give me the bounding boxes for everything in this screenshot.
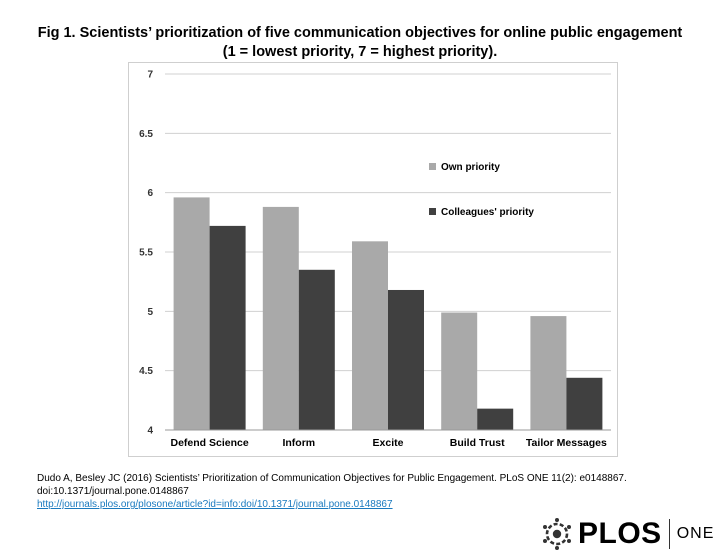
y-tick-label: 4.5 bbox=[139, 366, 153, 377]
plos-one-logo: PLOS ONE bbox=[540, 517, 715, 551]
x-tick-label: Defend Science bbox=[170, 437, 248, 449]
chart-frame: 44.555.566.57Prioritization of communica… bbox=[128, 62, 618, 457]
bar-colleagues bbox=[298, 269, 335, 430]
figure-title-line-1: Fig 1. Scientists’ prioritization of fiv… bbox=[37, 25, 683, 41]
bar-colleagues bbox=[477, 408, 514, 430]
y-tick-label: 4 bbox=[147, 426, 153, 437]
y-tick-label: 7 bbox=[147, 70, 153, 81]
bar-own bbox=[262, 206, 299, 430]
legend-label: Own priority bbox=[441, 162, 500, 173]
logo-subtitle: ONE bbox=[676, 525, 715, 542]
figure-title: Fig 1. Scientists’ prioritization of fiv… bbox=[0, 24, 720, 62]
bar-own bbox=[352, 241, 388, 430]
legend-label: Colleagues' priority bbox=[441, 207, 534, 218]
x-tick-label: Tailor Messages bbox=[526, 437, 607, 449]
legend-swatch bbox=[429, 208, 436, 215]
y-tick-label: 5 bbox=[147, 307, 153, 318]
bar-colleagues bbox=[566, 377, 603, 430]
logo-wordmark: PLOS bbox=[578, 517, 662, 550]
citation: Dudo A, Besley JC (2016) Scientists’ Pri… bbox=[37, 472, 687, 511]
x-tick-label: Excite bbox=[373, 437, 404, 449]
y-tick-label: 6.5 bbox=[139, 129, 153, 140]
legend-swatch bbox=[429, 163, 436, 170]
x-tick-label: Inform bbox=[282, 437, 315, 449]
bar-chart: 44.555.566.57Prioritization of communica… bbox=[139, 70, 611, 449]
bar-own bbox=[441, 312, 478, 430]
bar-colleagues bbox=[388, 289, 424, 430]
logo-divider bbox=[668, 519, 670, 549]
y-tick-label: 6 bbox=[147, 188, 153, 199]
bar-colleagues bbox=[209, 225, 246, 430]
bar-own bbox=[173, 197, 210, 430]
x-tick-label: Build Trust bbox=[450, 437, 505, 449]
figure-title-line-2: (1 = lowest priority, 7 = highest priori… bbox=[222, 44, 498, 60]
bar-own bbox=[530, 316, 567, 430]
plos-logo-icon bbox=[543, 518, 571, 550]
y-tick-label: 5.5 bbox=[139, 248, 153, 259]
citation-text: Dudo A, Besley JC (2016) Scientists’ Pri… bbox=[37, 473, 627, 497]
citation-link[interactable]: http://journals.plos.org/plosone/article… bbox=[37, 499, 393, 510]
